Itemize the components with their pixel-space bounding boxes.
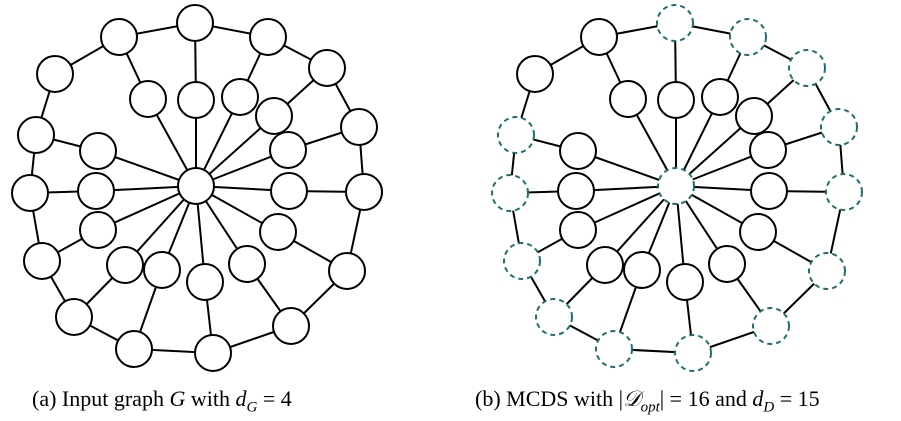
outer-node [729,18,767,56]
inner-node [657,81,695,119]
inner-node [701,78,739,116]
inner-node [221,78,259,116]
outer-node [11,174,49,212]
outer-node [345,173,383,211]
inner-node [259,213,297,251]
caption-b-text: MCDS with | [506,386,624,411]
inner-node [143,251,181,289]
inner-node [623,251,661,289]
inner-node [77,172,115,210]
outer-node [194,334,232,372]
caption-b-metric-sub: D [763,399,775,416]
outer-node [100,18,138,56]
outer-node [820,108,858,146]
inner-node [270,172,308,210]
outer-node [249,18,287,56]
inner-node [79,211,117,249]
outer-node [497,116,535,154]
hub-node [657,167,695,205]
caption-b-metric-value: = 15 [779,386,820,411]
inner-node [129,80,167,118]
caption-a-metric: d [235,386,247,411]
outer-node [115,330,153,368]
outer-node [176,4,214,42]
caption-b-conj: and [715,386,747,411]
outer-node [580,18,618,56]
caption-b-set-value: | = 16 [659,386,710,411]
caption-b-set: 𝒟 [623,386,641,411]
outer-node [340,108,378,146]
hub-node [177,167,215,205]
outer-node [825,173,863,211]
caption-a: (a) Input graph G with dG = 4 [32,386,292,416]
caption-a-suffix: with [190,386,230,411]
caption-a-metric-value: = 4 [262,386,292,411]
inner-node [177,81,215,119]
caption-a-label: (a) [32,386,57,411]
outer-node [516,55,554,93]
caption-b-metric: d [752,386,764,411]
inner-node [255,97,293,135]
inner-node [559,211,597,249]
inner-node [186,263,224,301]
caption-a-text: Input graph [61,386,164,411]
outer-node [23,242,61,280]
outer-node [788,49,826,87]
inner-node [269,131,307,169]
outer-node [656,4,694,42]
inner-node [79,132,117,170]
outer-node [595,330,633,368]
caption-a-symbol: G [169,386,186,411]
outer-node [674,334,712,372]
outer-node [308,49,346,87]
inner-node [106,246,144,284]
caption-a-metric-sub: G [246,399,258,416]
outer-node [55,298,93,336]
inner-node [750,172,788,210]
outer-node [36,55,74,93]
inner-node [609,80,647,118]
inner-node [228,245,266,283]
outer-node [535,298,573,336]
panel-a-input-graph [11,4,383,372]
outer-node [272,307,310,345]
inner-node [708,245,746,283]
inner-node [735,97,773,135]
outer-node [752,307,790,345]
inner-node [666,263,704,301]
caption-b: (b) MCDS with |𝒟opt| = 16 and dD = 15 [475,386,820,416]
outer-node [503,242,541,280]
caption-b-set-sub: opt [640,399,660,416]
inner-node [557,172,595,210]
inner-node [739,213,777,251]
inner-node [586,246,624,284]
outer-node [17,116,55,154]
inner-node [749,131,787,169]
panel-b-mcds-graph [491,4,863,372]
outer-node [491,174,529,212]
inner-node [559,132,597,170]
caption-b-label: (b) [475,386,501,411]
outer-node [808,252,846,290]
outer-node [328,252,366,290]
